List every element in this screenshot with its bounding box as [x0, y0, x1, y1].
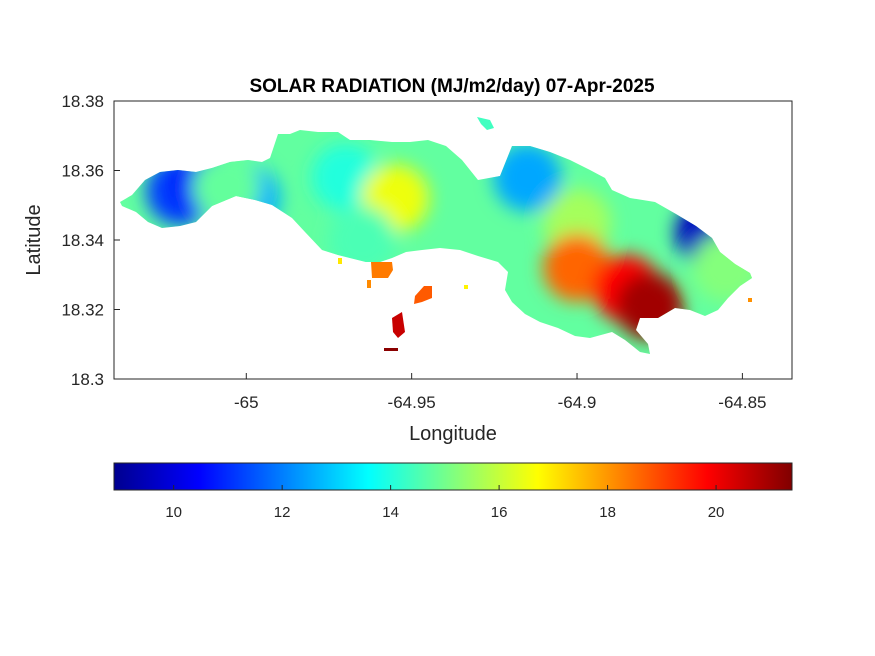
islet-4 — [384, 348, 398, 351]
colorbar-tick-label: 14 — [382, 504, 399, 521]
islet-1 — [371, 262, 393, 278]
colorbar-tick-label: 12 — [274, 504, 291, 521]
islet-3 — [392, 312, 405, 338]
y-tick-label: 18.36 — [61, 162, 104, 181]
x-tick-label: -64.85 — [718, 393, 766, 412]
x-tick-label: -64.9 — [558, 393, 597, 412]
colorbar-tick-label: 16 — [491, 504, 508, 521]
colorbar-tick-label: 10 — [165, 504, 182, 521]
islets — [338, 117, 752, 351]
colorbar-tick-label: 20 — [708, 504, 725, 521]
x-axis: -65 -64.95 -64.9 -64.85 — [234, 373, 766, 412]
islet-7 — [338, 258, 342, 264]
islet-6 — [464, 285, 468, 289]
y-tick-label: 18.38 — [61, 92, 104, 111]
x-tick-label: -65 — [234, 393, 259, 412]
colorbar-tick-label: 18 — [599, 504, 616, 521]
islet-2 — [414, 286, 432, 304]
y-axis-title: Latitude — [23, 204, 45, 275]
colorbar-gradient — [113, 462, 793, 491]
plot-area: -65 -64.95 -64.9 -64.85 18.3 18.32 18.34… — [61, 92, 793, 412]
chart-title: SOLAR RADIATION (MJ/m2/day) 07-Apr-2025 — [249, 76, 654, 97]
heat-zone-east-north — [493, 143, 562, 212]
x-tick-label: -64.95 — [388, 393, 436, 412]
x-axis-title: Longitude — [409, 423, 497, 445]
islet-9 — [748, 298, 752, 302]
y-axis: 18.3 18.32 18.34 18.36 18.38 — [61, 92, 120, 389]
y-tick-label: 18.3 — [71, 370, 104, 389]
y-tick-label: 18.34 — [61, 231, 104, 250]
islet-8 — [477, 117, 494, 130]
islet-5 — [367, 280, 371, 288]
y-tick-label: 18.32 — [61, 301, 104, 320]
colorbar: 10 12 14 16 18 20 — [113, 462, 793, 521]
